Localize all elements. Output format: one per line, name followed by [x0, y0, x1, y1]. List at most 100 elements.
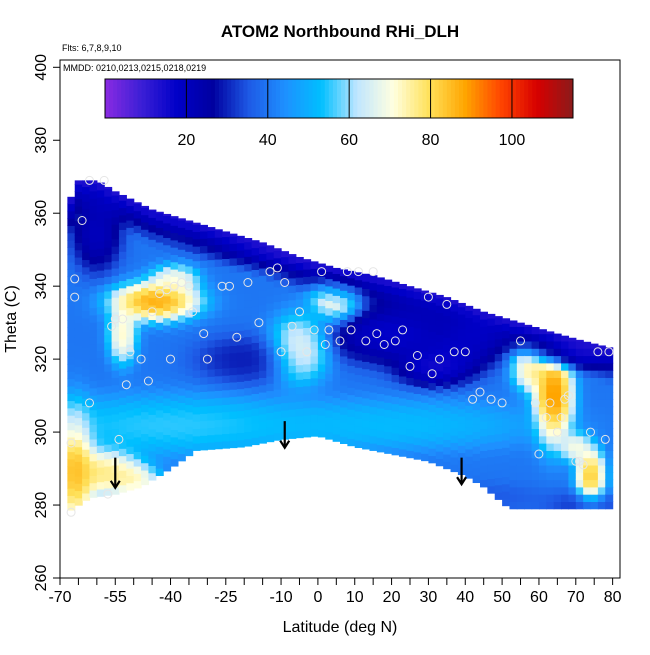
heatmap-cell	[583, 341, 592, 349]
heatmap-cell	[118, 236, 127, 245]
heatmap-cell	[170, 254, 179, 263]
colorbar-segment	[418, 79, 423, 118]
heatmap-cell	[67, 393, 76, 402]
heatmap-cell	[141, 236, 150, 245]
heatmap-cell	[251, 291, 260, 300]
heatmap-cell	[192, 326, 201, 335]
heatmap-cell	[141, 345, 150, 354]
heatmap-cell	[214, 390, 223, 399]
heatmap-cell	[82, 244, 91, 253]
heatmap-cell	[82, 180, 91, 188]
heatmap-cell	[89, 190, 98, 199]
heatmap-cell	[244, 321, 253, 330]
heatmap-cell	[435, 319, 444, 328]
heatmap-cell	[74, 278, 83, 287]
heatmap-cell	[480, 479, 488, 488]
heatmap-cell	[118, 287, 127, 296]
data-point	[516, 336, 525, 346]
heatmap-cell	[266, 281, 275, 289]
heatmap-cell	[472, 431, 481, 440]
heatmap-cell	[354, 337, 363, 346]
heatmap-cell	[192, 224, 201, 233]
heatmap-cell	[362, 426, 371, 435]
heatmap-cell	[472, 365, 481, 374]
heatmap-cell	[67, 298, 76, 307]
heatmap-cell	[89, 453, 98, 462]
heatmap-cell	[148, 334, 157, 342]
heatmap-cell	[148, 282, 157, 291]
heatmap-cell	[538, 501, 547, 510]
heatmap-cell	[281, 373, 290, 382]
heatmap-cell	[96, 299, 105, 308]
heatmap-cell	[229, 308, 238, 317]
heatmap-cell	[222, 345, 231, 354]
heatmap-cell	[568, 479, 577, 488]
heatmap-cell	[222, 265, 231, 274]
heatmap-cell	[369, 406, 378, 415]
heatmap-cell	[597, 450, 606, 459]
heatmap-cell	[457, 379, 466, 388]
heatmap-cell	[236, 432, 245, 441]
heatmap-cell	[155, 278, 164, 287]
heatmap-cell	[133, 298, 142, 307]
heatmap-cell	[141, 440, 150, 449]
colorbar-segment	[231, 79, 236, 118]
colorbar-segment	[385, 79, 391, 118]
heatmap-cell	[524, 333, 533, 342]
heatmap-cell	[222, 309, 231, 318]
heatmap-cell	[251, 356, 260, 365]
heatmap-cell	[236, 366, 245, 375]
heatmap-cell	[141, 426, 150, 435]
heatmap-cell	[354, 286, 363, 295]
heatmap-cell	[303, 269, 312, 277]
heatmap-cell	[450, 332, 459, 341]
heatmap-cell	[450, 398, 459, 407]
heatmap-cell	[538, 384, 547, 393]
heatmap-cell	[118, 251, 127, 260]
heatmap-cell	[96, 357, 105, 366]
heatmap-cell	[266, 426, 275, 435]
heatmap-cell	[354, 418, 363, 427]
heatmap-cell	[170, 414, 179, 423]
heatmap-cell	[362, 302, 371, 311]
heatmap-cell	[133, 378, 142, 387]
heatmap-cell	[67, 400, 76, 409]
heatmap-cell	[74, 439, 83, 448]
heatmap-cell	[546, 333, 555, 342]
heatmap-cell	[509, 464, 518, 473]
heatmap-cell	[281, 380, 290, 389]
heatmap-cell	[546, 384, 555, 393]
heatmap-cell	[354, 308, 363, 317]
heatmap-cell	[465, 456, 474, 465]
heatmap-cell	[258, 406, 267, 415]
heatmap-cell	[590, 377, 599, 386]
heatmap-cell	[443, 417, 452, 426]
heatmap-cell	[141, 455, 150, 464]
heatmap-cell	[214, 346, 223, 355]
heatmap-cell	[141, 302, 150, 311]
heatmap-cell	[200, 384, 208, 392]
colorbar-segment	[454, 79, 460, 118]
heatmap-cell	[325, 402, 334, 411]
heatmap-cell	[303, 385, 312, 394]
heatmap-cell	[332, 317, 341, 326]
heatmap-cell	[391, 359, 400, 368]
heatmap-cell	[281, 402, 290, 411]
heatmap-cell	[413, 342, 422, 351]
heatmap-cell	[421, 380, 430, 389]
heatmap-cell	[310, 275, 319, 284]
heatmap-cell	[192, 384, 201, 393]
heatmap-cell	[141, 229, 150, 238]
heatmap-cell	[553, 399, 562, 408]
heatmap-cell	[465, 441, 474, 450]
colorbar-segment	[381, 79, 387, 118]
heatmap-cell	[553, 501, 562, 510]
heatmap-cell	[465, 324, 474, 333]
heatmap-cell	[428, 324, 437, 333]
heatmap-cell	[126, 387, 135, 396]
colorbar-segment	[406, 79, 411, 118]
data-point	[435, 354, 444, 364]
heatmap-cell	[487, 463, 496, 472]
heatmap-cell	[200, 405, 208, 414]
y-tick-label: 360	[33, 200, 50, 227]
